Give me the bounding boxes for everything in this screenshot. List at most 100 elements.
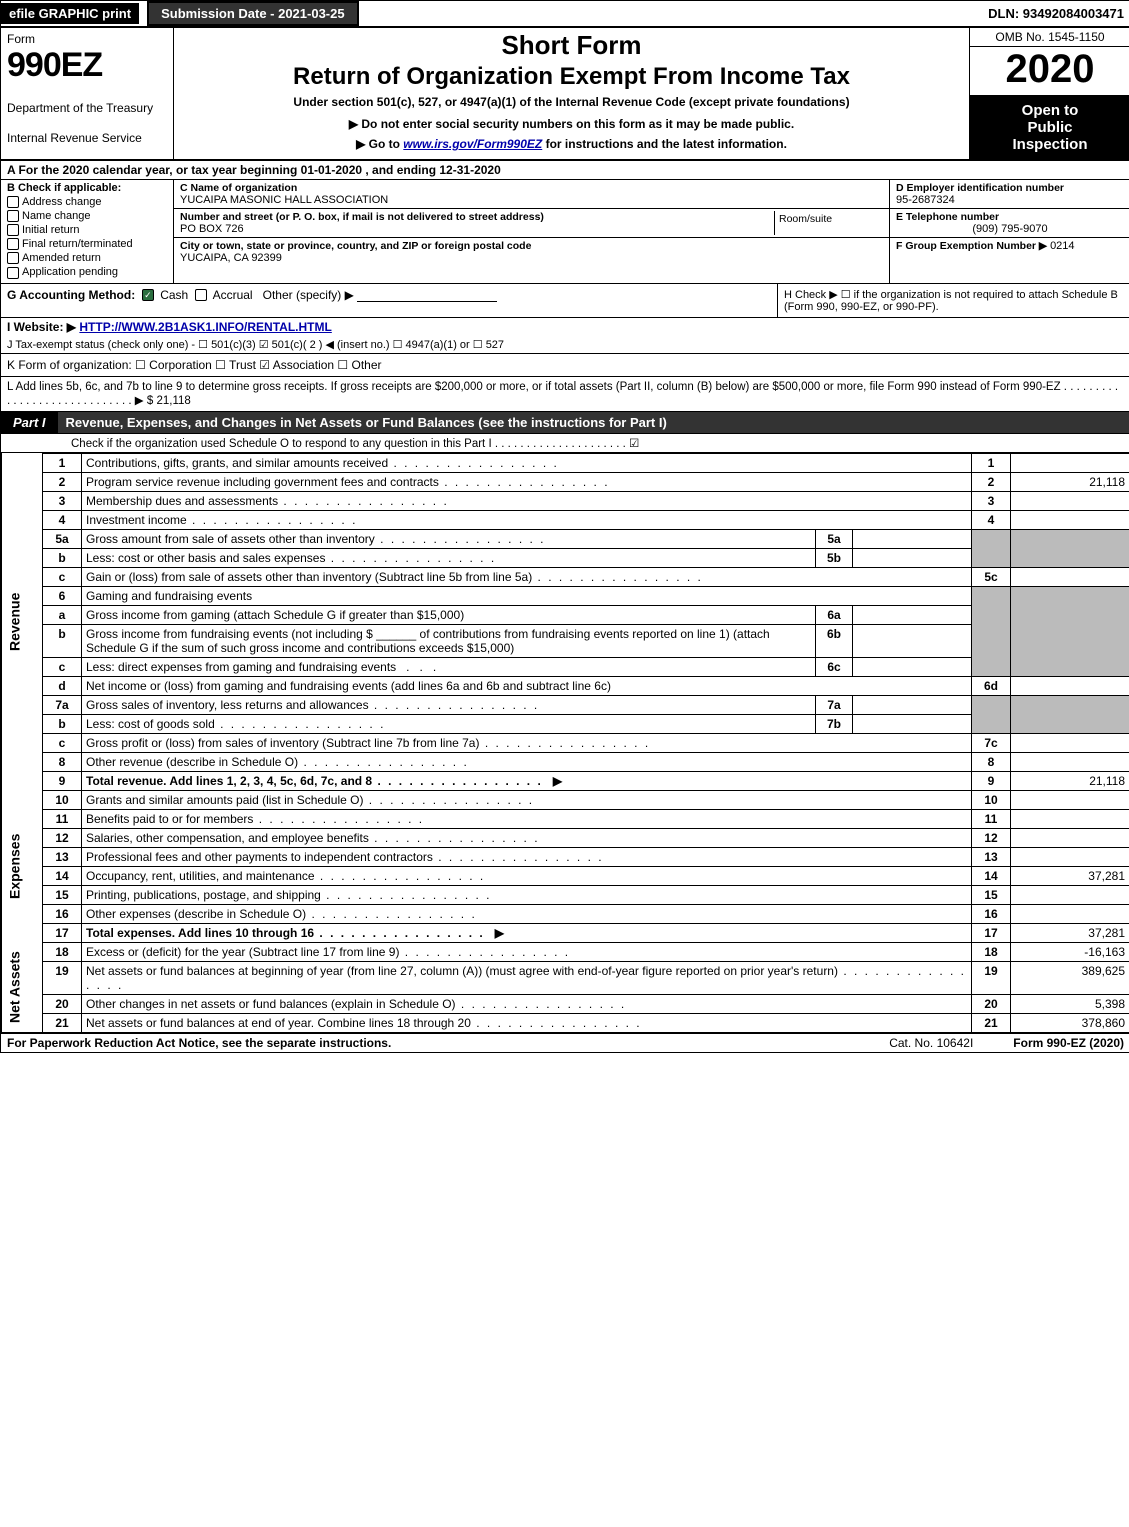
opt-name-change: Name change <box>7 210 167 222</box>
line-18-val: -16,163 <box>1011 942 1129 961</box>
section-b: B Check if applicable: Address change Na… <box>1 180 174 283</box>
line-5b-val <box>853 548 972 567</box>
checkbox-icon[interactable] <box>195 289 207 301</box>
line-8-desc: Other revenue (describe in Schedule O) <box>82 752 972 771</box>
group-value: 0214 <box>1050 240 1074 252</box>
checkbox-icon[interactable] <box>7 210 19 222</box>
line-ref: 11 <box>972 809 1011 828</box>
line-num: 12 <box>43 828 82 847</box>
ein-label: D Employer identification number <box>896 182 1124 194</box>
line-num: 11 <box>43 809 82 828</box>
line-7b-desc: Less: cost of goods sold <box>82 714 816 733</box>
efile-print-label[interactable]: efile GRAPHIC print <box>1 3 139 24</box>
part-i-table: Revenue 1 Contributions, gifts, grants, … <box>1 453 1129 1033</box>
goto-suffix: for instructions and the latest informat… <box>542 137 787 151</box>
checkbox-icon[interactable] <box>7 252 19 264</box>
line-2-val: 21,118 <box>1011 472 1129 491</box>
line-ref: 3 <box>972 491 1011 510</box>
l-amount: 21,118 <box>156 395 190 407</box>
footer-catno: Cat. No. 10642I <box>889 1036 973 1050</box>
line-num: 9 <box>43 771 82 790</box>
inner-ref: 7b <box>816 714 853 733</box>
open-line1: Open to <box>972 102 1128 119</box>
g-label: G Accounting Method: <box>7 288 135 302</box>
line-num: c <box>43 567 82 586</box>
checkbox-icon[interactable] <box>7 238 19 250</box>
arrow-icon: ▶ <box>553 774 562 788</box>
header-center: Short Form Return of Organization Exempt… <box>174 28 969 159</box>
shaded-cell <box>972 586 1011 676</box>
line-num: 19 <box>43 961 82 994</box>
line-1-val <box>1011 453 1129 472</box>
checkbox-icon[interactable] <box>7 267 19 279</box>
opt-initial-return: Initial return <box>7 224 167 236</box>
line-ref: 7c <box>972 733 1011 752</box>
line-5a-desc: Gross amount from sale of assets other t… <box>82 529 816 548</box>
line-ref: 17 <box>972 923 1011 942</box>
footer-paperwork: For Paperwork Reduction Act Notice, see … <box>7 1036 391 1050</box>
part-label: Part I <box>1 412 58 433</box>
part-title: Revenue, Expenses, and Changes in Net As… <box>58 412 1129 433</box>
open-inspection-box: Open to Public Inspection <box>970 96 1129 159</box>
tel-cell: E Telephone number (909) 795-9070 <box>890 209 1129 238</box>
room-suite-cell: Room/suite <box>774 211 883 235</box>
form-header: Form 990EZ Department of the Treasury In… <box>1 28 1129 161</box>
group-cell: F Group Exemption Number ▶ 0214 <box>890 238 1129 254</box>
header-right: OMB No. 1545-1150 2020 Open to Public In… <box>969 28 1129 159</box>
website-link[interactable]: HTTP://WWW.2B1ASK1.INFO/RENTAL.HTML <box>79 320 331 334</box>
line-5b-desc: Less: cost or other basis and sales expe… <box>82 548 816 567</box>
line-12-desc: Salaries, other compensation, and employ… <box>82 828 972 847</box>
line-21-val: 378,860 <box>1011 1013 1129 1032</box>
checkbox-checked-icon[interactable]: ✓ <box>142 289 154 301</box>
opt-final-return: Final return/terminated <box>7 238 167 250</box>
inner-ref: 7a <box>816 695 853 714</box>
line-ref: 21 <box>972 1013 1011 1032</box>
line-ref: 9 <box>972 771 1011 790</box>
line-ref: 2 <box>972 472 1011 491</box>
line-16-val <box>1011 904 1129 923</box>
accrual-opt: Accrual <box>213 288 253 302</box>
opt-amended-return: Amended return <box>7 252 167 264</box>
line-10-desc: Grants and similar amounts paid (list in… <box>82 790 972 809</box>
line-21-desc: Net assets or fund balances at end of ye… <box>82 1013 972 1032</box>
form-word: Form <box>7 32 167 46</box>
org-name-cell: C Name of organization YUCAIPA MASONIC H… <box>174 180 889 209</box>
row-h-schedule-b: H Check ▶ ☐ if the organization is not r… <box>777 284 1129 317</box>
line-num: b <box>43 548 82 567</box>
line-ref: 18 <box>972 942 1011 961</box>
ssn-warning: ▶ Do not enter social security numbers o… <box>180 117 963 131</box>
netassets-side-label: Net Assets <box>2 942 43 1032</box>
checkbox-icon[interactable] <box>7 224 19 236</box>
row-l-gross-receipts: L Add lines 5b, 6c, and 7b to line 9 to … <box>1 377 1129 412</box>
line-7c-desc: Gross profit or (loss) from sales of inv… <box>82 733 972 752</box>
row-j-tax-status: J Tax-exempt status (check only one) - ☐… <box>1 336 1129 354</box>
line-ref: 13 <box>972 847 1011 866</box>
other-opt: Other (specify) ▶ <box>263 288 354 302</box>
line-num: a <box>43 605 82 624</box>
line-6a-val <box>853 605 972 624</box>
line-6c-desc: Less: direct expenses from gaming and fu… <box>82 657 816 676</box>
checkbox-icon[interactable] <box>7 196 19 208</box>
irs-link[interactable]: www.irs.gov/Form990EZ <box>403 137 542 151</box>
page-footer: For Paperwork Reduction Act Notice, see … <box>1 1033 1129 1052</box>
line-4-desc: Investment income <box>82 510 972 529</box>
line-3-desc: Membership dues and assessments <box>82 491 972 510</box>
shaded-cell <box>1011 586 1129 676</box>
line-num: 15 <box>43 885 82 904</box>
shaded-cell <box>972 695 1011 733</box>
tax-year: 2020 <box>970 47 1129 96</box>
line-2-desc: Program service revenue including govern… <box>82 472 972 491</box>
dept-irs: Internal Revenue Service <box>7 131 167 145</box>
line-num: 10 <box>43 790 82 809</box>
other-blank[interactable] <box>357 289 497 302</box>
line-num: 6 <box>43 586 82 605</box>
city-value: YUCAIPA, CA 92399 <box>180 252 883 264</box>
city-label: City or town, state or province, country… <box>180 240 883 252</box>
submission-date-label: Submission Date - 2021-03-25 <box>147 1 359 26</box>
form-number: 990EZ <box>7 46 167 85</box>
form-990ez-page: efile GRAPHIC print Submission Date - 20… <box>0 0 1129 1053</box>
inner-ref: 5a <box>816 529 853 548</box>
arrow-icon: ▶ <box>495 926 504 940</box>
line-num: b <box>43 714 82 733</box>
line-7a-desc: Gross sales of inventory, less returns a… <box>82 695 816 714</box>
